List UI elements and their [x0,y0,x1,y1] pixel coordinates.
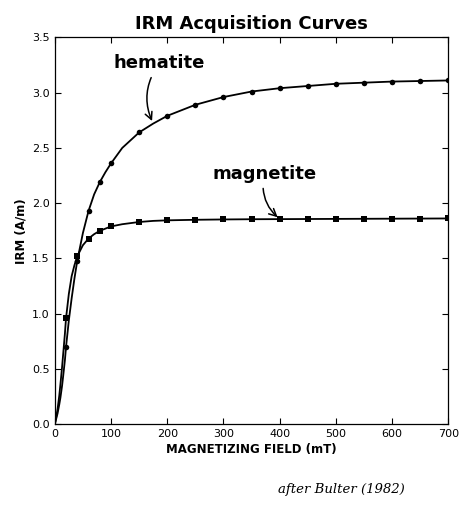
Title: IRM Acquisition Curves: IRM Acquisition Curves [135,15,368,33]
Text: magnetite: magnetite [212,165,316,216]
X-axis label: MAGNETIZING FIELD (mT): MAGNETIZING FIELD (mT) [166,443,337,456]
Text: hematite: hematite [114,54,205,120]
Text: after Bulter (1982): after Bulter (1982) [278,483,405,496]
Y-axis label: IRM (A/m): IRM (A/m) [15,198,28,264]
